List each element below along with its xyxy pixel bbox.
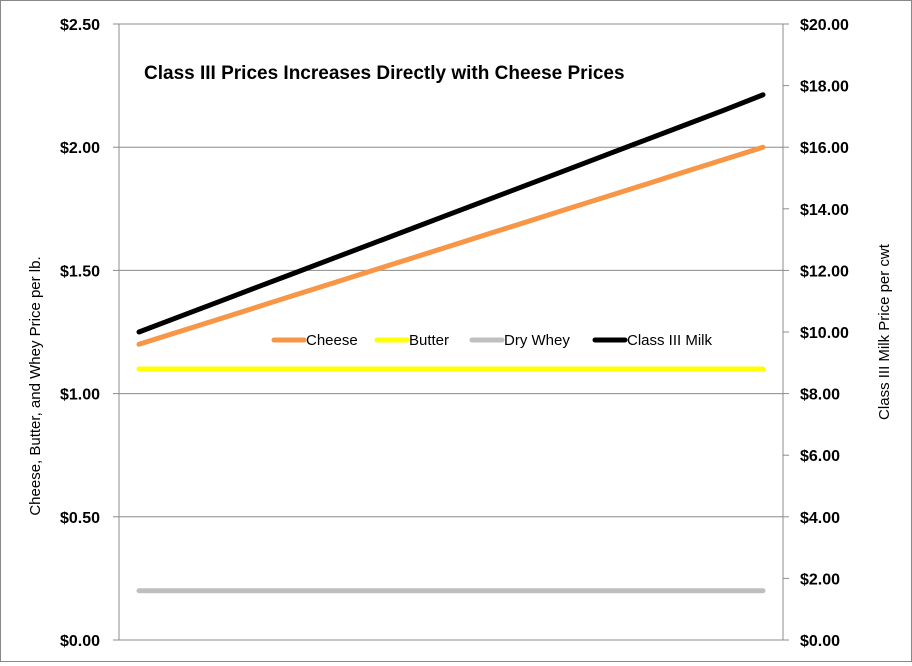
right-tick-label: $18.00 [800, 79, 849, 96]
left-tick-label: $1.00 [60, 387, 100, 404]
legend-label: Butter [409, 332, 449, 349]
legend: Cheese Butter Dry Whey Class III Milk [271, 332, 713, 349]
right-tick-label: $8.00 [800, 387, 840, 404]
series-lines [136, 92, 766, 594]
right-tick-label: $2.00 [800, 571, 840, 588]
left-axis-ticks: $0.00 $0.50 $1.00 $1.50 $2.00 $2.50 [60, 17, 119, 650]
right-tick-label: $16.00 [800, 140, 849, 157]
legend-label: Dry Whey [504, 332, 570, 349]
legend-label: Class III Milk [627, 332, 713, 349]
chart-title: Class III Prices Increases Directly with… [144, 63, 625, 84]
right-tick-label: $0.00 [800, 633, 840, 650]
right-axis-title: Class III Milk Price per cwt [876, 243, 893, 420]
gridlines [119, 23, 783, 641]
right-tick-label: $4.00 [800, 510, 840, 527]
legend-label: Cheese [306, 332, 358, 349]
left-axis-title: Cheese, Butter, and Whey Price per lb. [27, 256, 44, 515]
series-line-class-iii-milk [136, 92, 766, 335]
right-tick-label: $6.00 [800, 448, 840, 465]
left-tick-label: $0.50 [60, 510, 100, 527]
right-axis-ticks: $0.00 $2.00 $4.00 $6.00 $8.00 $10.00 $12.00 $14… [783, 17, 849, 650]
left-tick-label: $1.50 [60, 263, 100, 280]
right-tick-label: $10.00 [800, 325, 849, 342]
right-tick-label: $12.00 [800, 263, 849, 280]
left-tick-label: $2.50 [60, 17, 100, 34]
right-tick-label: $14.00 [800, 202, 849, 219]
series-line-cheese [136, 144, 766, 347]
left-tick-label: $2.00 [60, 140, 100, 157]
right-tick-label: $20.00 [800, 17, 849, 34]
left-tick-label: $0.00 [60, 633, 100, 650]
